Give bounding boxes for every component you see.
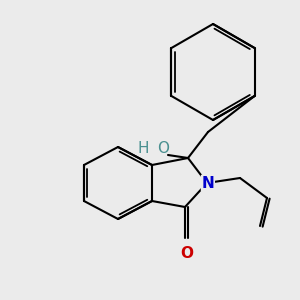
Text: N: N [202,176,214,190]
Text: O: O [180,245,193,260]
Text: O: O [157,140,169,155]
Text: H: H [137,140,149,155]
